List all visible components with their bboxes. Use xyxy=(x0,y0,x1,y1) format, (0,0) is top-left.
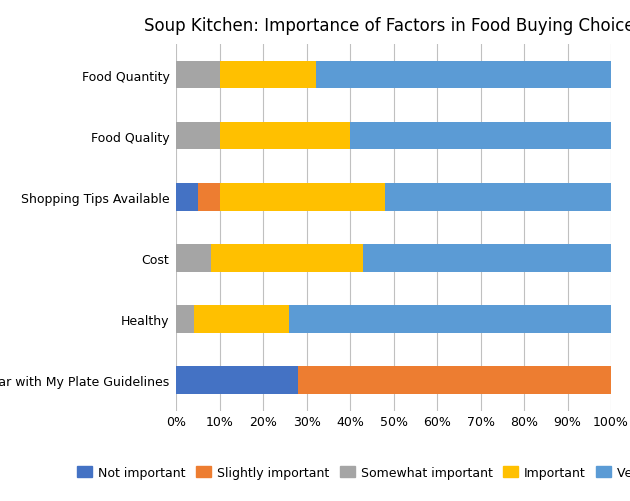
Bar xyxy=(364,244,611,272)
Bar xyxy=(176,244,211,272)
Bar xyxy=(176,62,220,89)
Bar xyxy=(220,123,350,150)
Bar xyxy=(220,62,316,89)
Bar xyxy=(289,306,611,333)
Bar xyxy=(198,184,220,211)
Bar xyxy=(211,244,364,272)
Bar xyxy=(316,62,611,89)
Bar xyxy=(176,123,220,150)
Bar xyxy=(176,184,198,211)
Bar xyxy=(298,367,611,394)
Bar xyxy=(194,306,289,333)
Bar xyxy=(220,184,385,211)
Title: Soup Kitchen: Importance of Factors in Food Buying Choices: Soup Kitchen: Importance of Factors in F… xyxy=(144,17,630,35)
Bar xyxy=(176,367,298,394)
Bar xyxy=(385,184,611,211)
Bar xyxy=(176,306,194,333)
Bar xyxy=(350,123,611,150)
Legend: Not important, Slightly important, Somewhat important, Important, Very important: Not important, Slightly important, Somew… xyxy=(72,461,630,484)
